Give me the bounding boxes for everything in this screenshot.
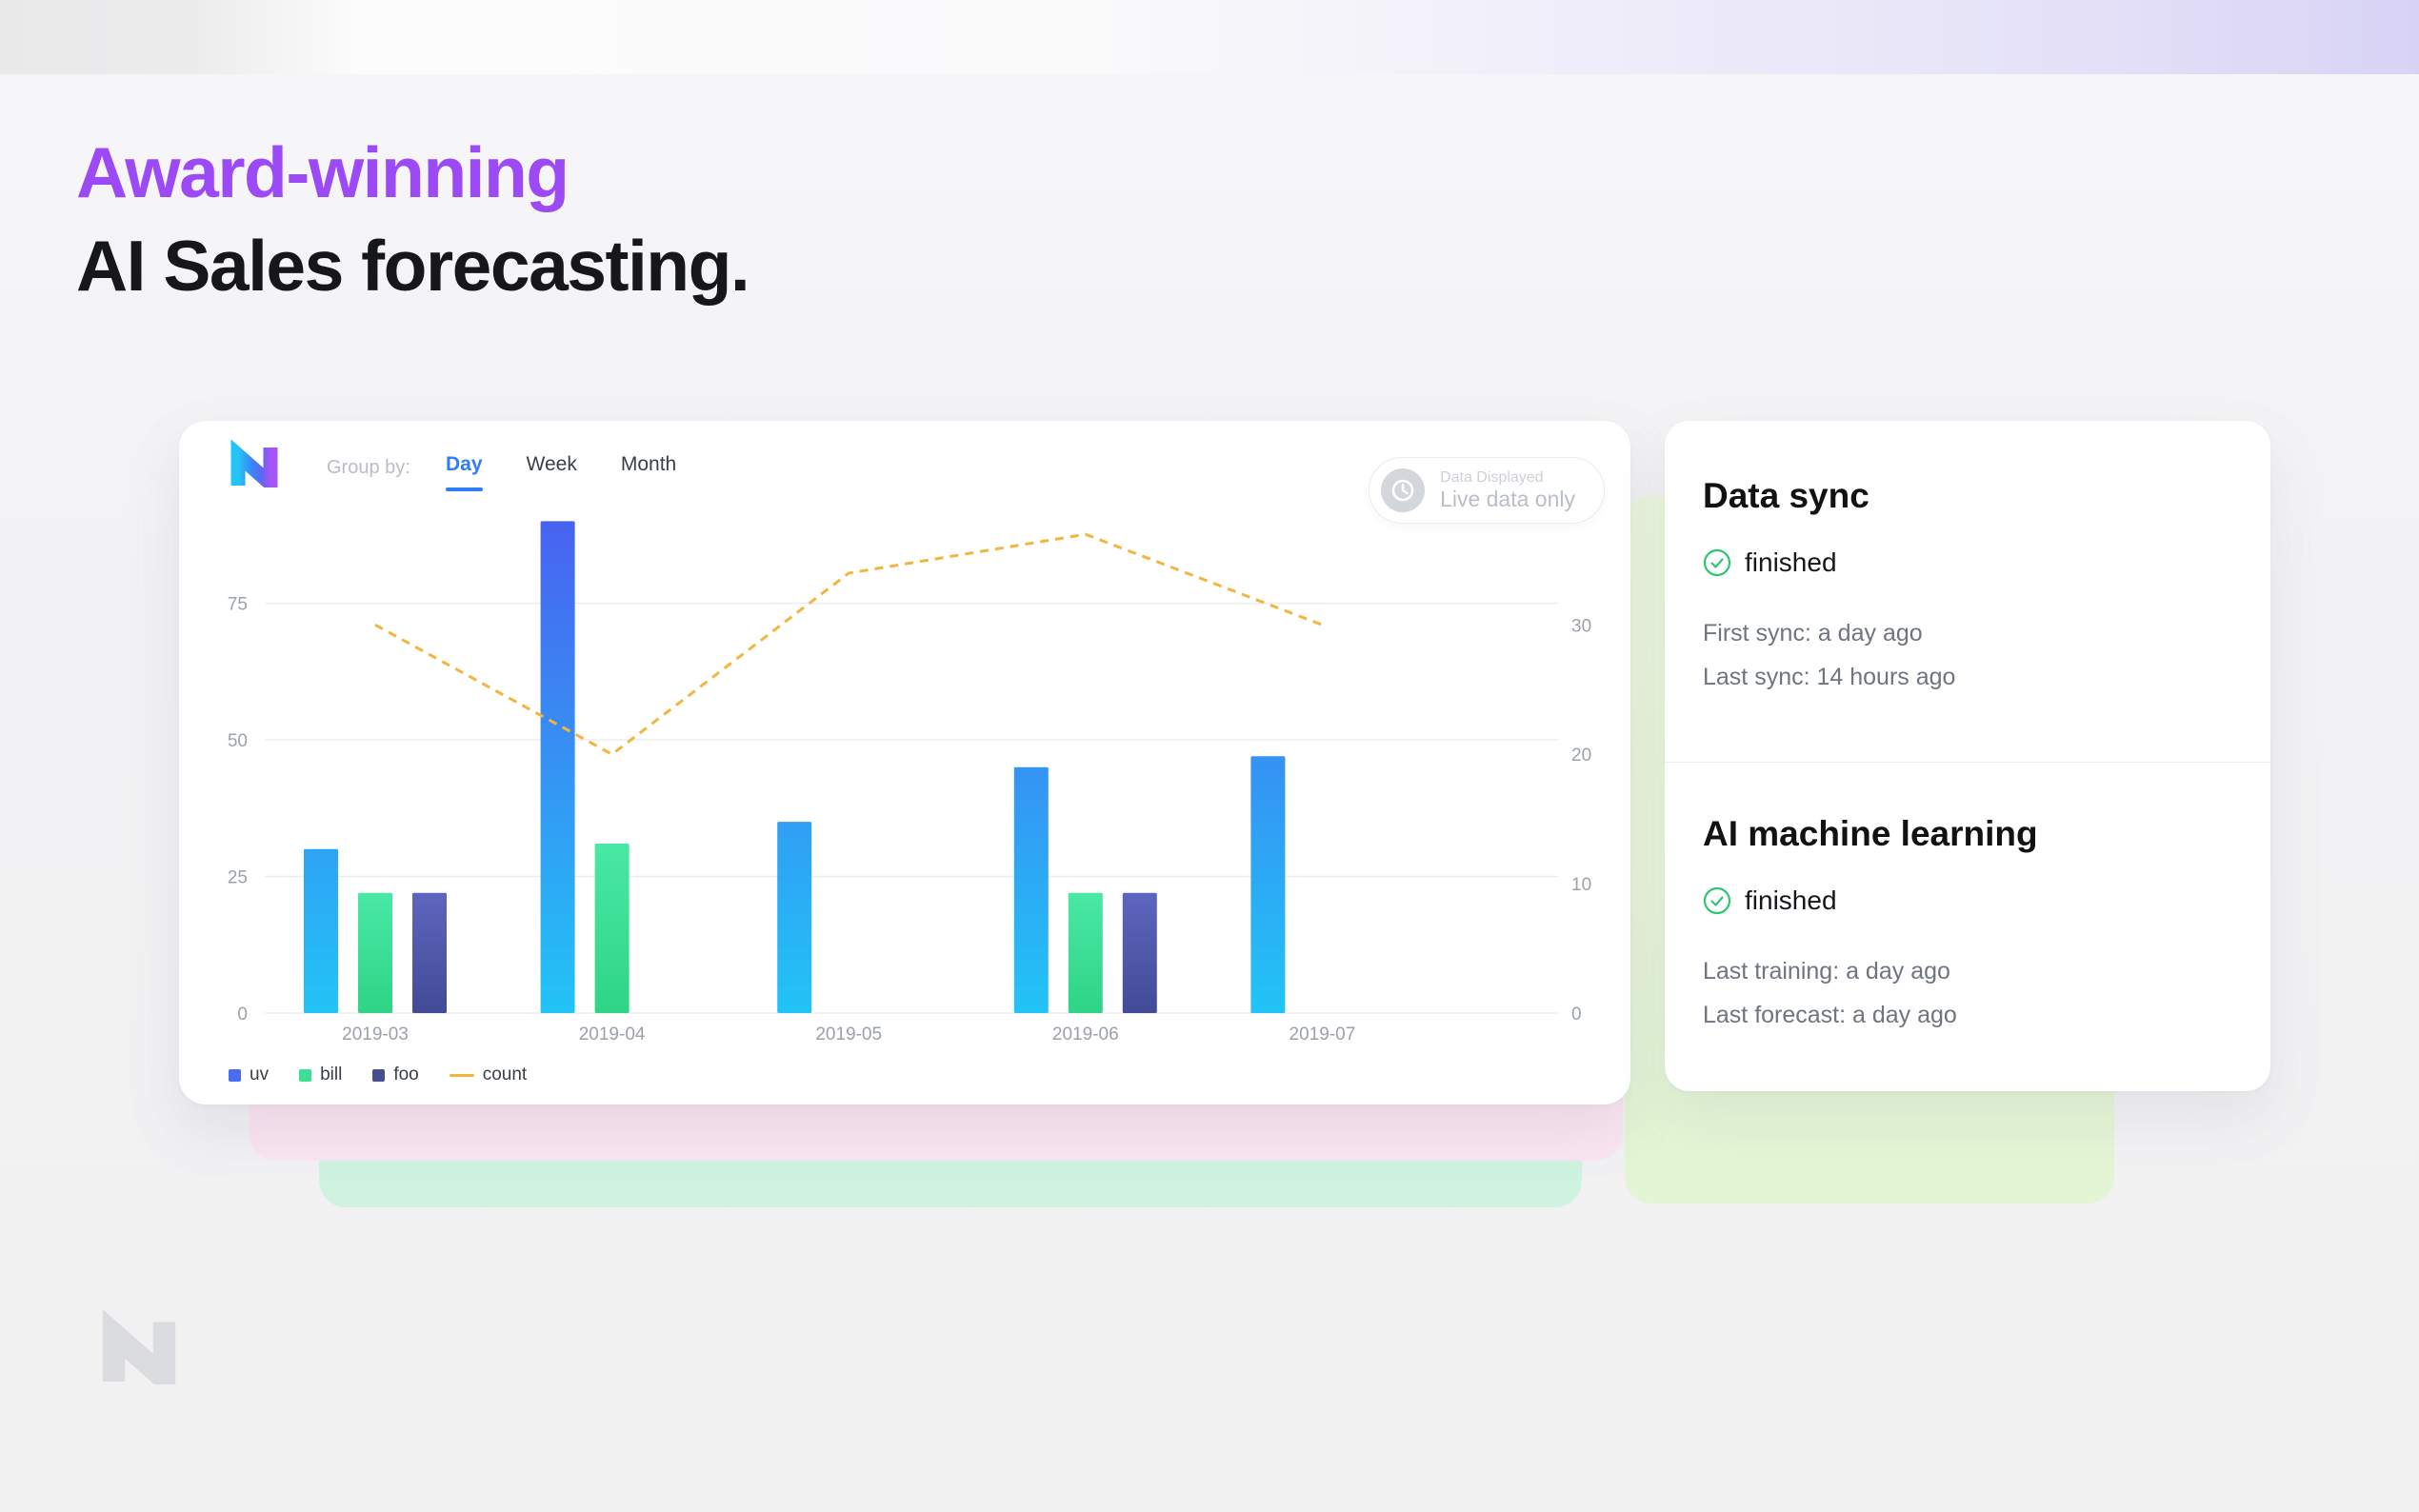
svg-text:2019-04: 2019-04 bbox=[579, 1025, 646, 1044]
group-by-label: Group by: bbox=[327, 457, 410, 478]
svg-text:30: 30 bbox=[1571, 616, 1591, 636]
legend-label-uv: uv bbox=[250, 1064, 270, 1084]
legend-swatch-bill bbox=[299, 1068, 312, 1082]
data-sync-title: Data sync bbox=[1703, 476, 1869, 515]
data-sync-status-text: finished bbox=[1745, 547, 1837, 577]
count-line bbox=[374, 532, 1323, 756]
svg-text:25: 25 bbox=[228, 868, 248, 888]
svg-text:0: 0 bbox=[1571, 1005, 1582, 1025]
legend-item-uv: uv bbox=[229, 1064, 269, 1085]
bar-uv-2019-07 bbox=[1250, 756, 1286, 1013]
data-displayed-text: Data Displayed Live data only bbox=[1440, 468, 1575, 513]
svg-text:75: 75 bbox=[228, 595, 248, 615]
legend-swatch-count bbox=[449, 1073, 474, 1077]
ai-ml-title: AI machine learning bbox=[1703, 814, 2038, 853]
last-forecast-text: Last forecast: a day ago bbox=[1703, 1002, 1957, 1028]
tab-day[interactable]: Day bbox=[446, 453, 483, 491]
clock-icon bbox=[1381, 468, 1426, 512]
legend-label-count: count bbox=[482, 1064, 528, 1084]
legend-item-foo: foo bbox=[372, 1064, 419, 1085]
check-circle-icon bbox=[1703, 886, 1731, 915]
legend-item-bill: bill bbox=[299, 1064, 342, 1085]
bar-uv-2019-06 bbox=[1013, 766, 1049, 1013]
page-title-accent: Award-winning bbox=[76, 132, 570, 212]
chart-bars bbox=[304, 521, 1286, 1013]
ai-ml-status-text: finished bbox=[1745, 885, 1837, 915]
ai-ml-status: finished bbox=[1703, 885, 2232, 917]
legend-item-count: count bbox=[449, 1064, 528, 1085]
svg-text:0: 0 bbox=[237, 1005, 248, 1025]
legend-label-bill: bill bbox=[320, 1064, 343, 1084]
bar-bill-2019-06 bbox=[1068, 892, 1103, 1013]
page-title-main: AI Sales forecasting. bbox=[76, 226, 750, 306]
data-displayed-value: Live data only bbox=[1440, 486, 1575, 511]
bar-bill-2019-03 bbox=[358, 892, 392, 1013]
svg-text:10: 10 bbox=[1571, 875, 1591, 895]
chart-count-line bbox=[374, 532, 1323, 756]
ai-ml-section: AI machine learning finished Last traini… bbox=[1703, 812, 2232, 1037]
top-gradient-strip bbox=[0, 0, 2419, 74]
section-divider bbox=[1665, 762, 2270, 763]
ai-ml-meta: Last training: a day ago Last forecast: … bbox=[1703, 949, 2232, 1037]
legend-swatch-uv bbox=[229, 1068, 241, 1082]
bar-foo-2019-06 bbox=[1122, 892, 1157, 1013]
chart-gridlines bbox=[265, 602, 1558, 1014]
forecast-chart: 0 25 50 75 0 10 20 30 2019-03 2019-04 2019-05 2019-… bbox=[228, 521, 1591, 1045]
first-sync-text: First sync: a day ago bbox=[1703, 620, 1923, 647]
svg-text:20: 20 bbox=[1571, 746, 1591, 766]
svg-text:2019-03: 2019-03 bbox=[342, 1025, 409, 1044]
bar-bill-2019-04 bbox=[594, 844, 630, 1013]
bar-foo-2019-03 bbox=[412, 892, 447, 1013]
data-displayed-pill[interactable]: Data Displayed Live data only bbox=[1369, 457, 1605, 524]
tab-week[interactable]: Week bbox=[526, 453, 577, 475]
dashboard-card: Group by: Day Week Month Data Displayed … bbox=[179, 421, 1630, 1104]
last-training-text: Last training: a day ago bbox=[1703, 958, 1950, 985]
watermark-logo-icon bbox=[102, 1310, 176, 1384]
bar-uv-2019-04 bbox=[540, 521, 575, 1013]
data-sync-status: finished bbox=[1703, 547, 2232, 579]
legend-label-foo: foo bbox=[393, 1064, 419, 1084]
chart-legend: uv bill foo count bbox=[229, 1064, 527, 1085]
bar-uv-2019-03 bbox=[304, 848, 338, 1013]
tab-month[interactable]: Month bbox=[620, 453, 677, 475]
svg-text:50: 50 bbox=[228, 731, 248, 751]
check-circle-icon bbox=[1703, 548, 1731, 577]
data-sync-section: Data sync finished First sync: a day ago… bbox=[1703, 474, 2232, 699]
svg-text:2019-05: 2019-05 bbox=[815, 1025, 882, 1044]
svg-text:2019-07: 2019-07 bbox=[1289, 1025, 1356, 1044]
brand-logo-icon bbox=[230, 440, 278, 487]
page-title: Award-winning AI Sales forecasting. bbox=[76, 126, 750, 312]
group-by-tabs: Day Week Month bbox=[446, 453, 677, 491]
data-displayed-label: Data Displayed bbox=[1440, 468, 1544, 486]
sync-status-card: Data sync finished First sync: a day ago… bbox=[1665, 421, 2270, 1091]
last-sync-text: Last sync: 14 hours ago bbox=[1703, 664, 1956, 690]
data-sync-meta: First sync: a day ago Last sync: 14 hour… bbox=[1703, 611, 2232, 699]
svg-text:2019-06: 2019-06 bbox=[1052, 1025, 1119, 1044]
chart-axis-labels: 0 25 50 75 0 10 20 30 2019-03 2019-04 2019-05 2019-… bbox=[228, 595, 1591, 1045]
legend-swatch-foo bbox=[372, 1068, 386, 1082]
bar-uv-2019-05 bbox=[777, 822, 812, 1013]
